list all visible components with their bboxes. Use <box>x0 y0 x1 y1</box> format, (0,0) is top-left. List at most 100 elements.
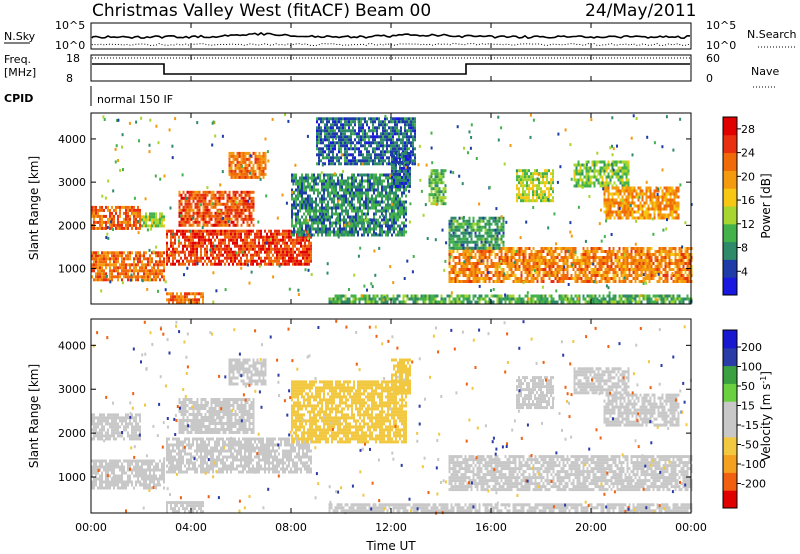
data-cell <box>242 241 244 245</box>
data-cell <box>178 220 181 224</box>
data-cell <box>490 262 493 265</box>
data-cell <box>395 233 397 237</box>
data-cell <box>405 169 407 173</box>
data-cell <box>254 250 256 254</box>
data-cell <box>330 141 332 145</box>
data-cell <box>325 185 327 189</box>
data-cell <box>628 280 631 283</box>
data-cell <box>560 280 563 283</box>
data-cell <box>328 141 330 145</box>
data-cell <box>660 259 663 262</box>
data-cell <box>397 194 399 198</box>
data-cell <box>228 190 231 194</box>
data-cell <box>258 172 261 176</box>
data-cell <box>240 190 243 194</box>
data-cell <box>528 169 530 173</box>
data-cell <box>303 221 305 225</box>
data-cell <box>254 241 256 245</box>
data-cell <box>462 274 465 277</box>
data-cell <box>532 259 535 262</box>
data-cell <box>248 250 250 254</box>
data-cell <box>149 260 151 264</box>
data-cell <box>518 190 520 194</box>
data-cell <box>358 126 360 130</box>
data-cell <box>316 126 318 130</box>
data-cell <box>628 268 631 271</box>
data-cell <box>103 269 105 273</box>
data-cell <box>582 259 585 262</box>
data-cell <box>264 157 267 161</box>
data-cell <box>174 238 176 242</box>
data-cell <box>436 190 439 194</box>
data-cell <box>532 178 534 182</box>
data-cell <box>373 230 375 234</box>
data-cell <box>620 271 623 274</box>
data-cell <box>552 271 555 274</box>
data-cell <box>462 280 465 283</box>
data-cell <box>480 253 483 256</box>
data-cell <box>242 238 244 242</box>
data-cell <box>299 203 301 207</box>
data-cell <box>458 256 461 259</box>
data-cell <box>184 208 187 212</box>
data-cell <box>478 228 481 232</box>
data-cell <box>234 229 236 233</box>
data-cell <box>546 247 549 250</box>
data-cell <box>460 216 463 220</box>
data-cell <box>141 215 143 219</box>
data-cell <box>365 203 367 207</box>
data-cell <box>135 257 137 261</box>
data-cell <box>204 253 206 257</box>
data-cell <box>334 120 336 124</box>
data-cell <box>532 187 534 191</box>
data-cell <box>375 173 377 177</box>
data-cell <box>434 181 437 185</box>
data-cell <box>297 185 299 189</box>
data-cell <box>648 247 651 250</box>
data-cell <box>648 274 651 277</box>
data-cell <box>347 179 349 183</box>
data-cell <box>353 215 355 219</box>
data-cell <box>305 188 307 192</box>
data-cell <box>676 268 679 271</box>
data-cell <box>350 132 352 136</box>
data-cell <box>486 234 489 238</box>
data-cell <box>373 218 375 222</box>
data-cell <box>291 209 293 213</box>
data-cell <box>574 262 577 265</box>
data-cell <box>391 218 393 222</box>
data-cell <box>626 268 629 271</box>
data-cell <box>131 208 133 212</box>
data-cell <box>244 208 247 212</box>
data-cell <box>321 188 323 192</box>
data-cell <box>648 268 651 271</box>
data-cell <box>540 268 543 271</box>
data-cell <box>125 272 127 276</box>
data-cell <box>684 262 687 265</box>
data-cell <box>650 247 653 250</box>
data-cell <box>616 259 619 262</box>
data-cell <box>472 268 475 271</box>
data-cell <box>304 259 306 263</box>
data-cell <box>234 223 237 227</box>
data-cell <box>368 117 370 121</box>
data-cell <box>550 274 553 277</box>
data-cell <box>176 229 178 233</box>
data-cell <box>218 238 220 242</box>
data-cell <box>343 218 345 222</box>
data-cell <box>666 280 669 283</box>
data-cell <box>500 274 503 277</box>
data-cell <box>260 160 263 164</box>
data-cell <box>496 225 499 229</box>
data-cell <box>322 117 324 121</box>
data-cell <box>608 250 611 253</box>
data-cell <box>594 247 597 250</box>
data-cell <box>346 135 348 139</box>
data-cell <box>456 274 459 277</box>
data-cell <box>321 215 323 219</box>
data-cell <box>383 218 385 222</box>
data-cell <box>311 221 313 225</box>
data-cell <box>220 244 222 248</box>
data-cell <box>310 235 312 239</box>
data-cell <box>238 175 241 179</box>
